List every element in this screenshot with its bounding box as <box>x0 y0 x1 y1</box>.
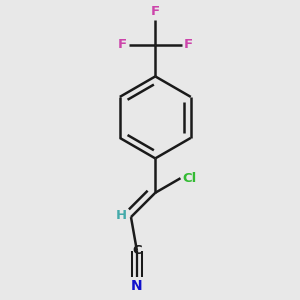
Text: C: C <box>132 244 142 257</box>
Text: F: F <box>118 38 127 51</box>
Text: F: F <box>151 5 160 18</box>
Text: N: N <box>131 280 143 293</box>
Text: H: H <box>116 209 127 222</box>
Text: Cl: Cl <box>183 172 197 185</box>
Text: F: F <box>184 38 193 51</box>
